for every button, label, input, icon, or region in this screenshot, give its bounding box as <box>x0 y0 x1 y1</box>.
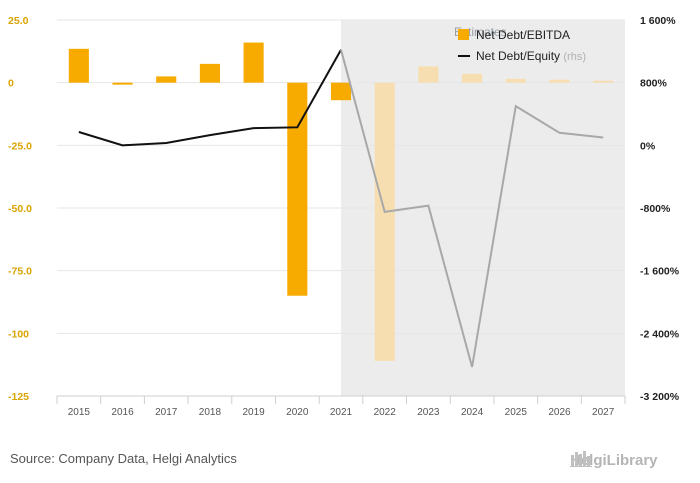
x-tick-label: 2019 <box>242 407 265 418</box>
y-left-tick-label: -100 <box>8 328 29 340</box>
y-left-tick-label: -50.0 <box>8 203 32 215</box>
legend-label-equity: Net Debt/Equity (rhs) <box>476 49 586 63</box>
bar-2025 <box>505 78 526 83</box>
y-right-tick-label: -1 600% <box>640 266 680 278</box>
x-tick-label: 2022 <box>374 407 397 418</box>
bar-2026 <box>549 79 570 83</box>
bar-2021 <box>330 82 352 101</box>
x-tick-label: 2024 <box>461 407 484 418</box>
legend-label-ebitda: Net Debt/EBITDA <box>476 28 570 42</box>
bar-2022 <box>374 82 395 361</box>
x-tick-label: 2020 <box>286 407 309 418</box>
legend-bar-swatch <box>458 29 469 40</box>
bar-2027 <box>593 80 614 83</box>
line-series-estimate <box>340 49 604 368</box>
x-tick-label: 2021 <box>330 407 353 418</box>
y-right-tick-label: -3 200% <box>640 391 680 403</box>
helgi-library-logo[interactable]: HelgiLibrary <box>570 449 658 471</box>
y-left-tick-label: -75.0 <box>8 266 32 278</box>
bar-2019 <box>243 42 264 83</box>
bookshelf-icon <box>570 451 592 467</box>
y-right-tick-label: -800% <box>640 203 671 215</box>
x-tick-label: 2017 <box>155 407 178 418</box>
y-left-tick-label: -25.0 <box>8 140 32 152</box>
y-right-tick-label: -2 400% <box>640 328 680 340</box>
x-tick-label: 2026 <box>548 407 571 418</box>
bar-2020 <box>287 82 308 296</box>
bar-2024 <box>462 73 483 83</box>
bar-2016 <box>112 82 133 85</box>
x-tick-label: 2016 <box>111 407 134 418</box>
logo-text: HelgiLibrary <box>570 451 658 469</box>
bar-2017 <box>156 76 177 83</box>
x-tick-label: 2027 <box>592 407 615 418</box>
line-series-actual <box>78 49 342 147</box>
y-right-tick-label: 1 600% <box>640 15 676 27</box>
source-note: Source: Company Data, Helgi Analytics <box>10 451 237 466</box>
x-tick-label: 2015 <box>68 407 91 418</box>
y-left-tick-label: 0 <box>8 78 14 90</box>
y-right-tick-label: 800% <box>640 78 668 90</box>
x-tick-label: 2025 <box>505 407 528 418</box>
legend-rhs-note: (rhs) <box>563 51 586 63</box>
bar-2023 <box>418 66 439 83</box>
y-right-tick-label: 0% <box>640 140 656 152</box>
bar-2015 <box>68 48 89 83</box>
x-tick-label: 2018 <box>199 407 222 418</box>
y-left-tick-label: 25.0 <box>8 15 29 27</box>
y-left-tick-label: -125 <box>8 391 29 403</box>
bar-2018 <box>199 63 220 83</box>
x-tick-label: 2023 <box>417 407 440 418</box>
